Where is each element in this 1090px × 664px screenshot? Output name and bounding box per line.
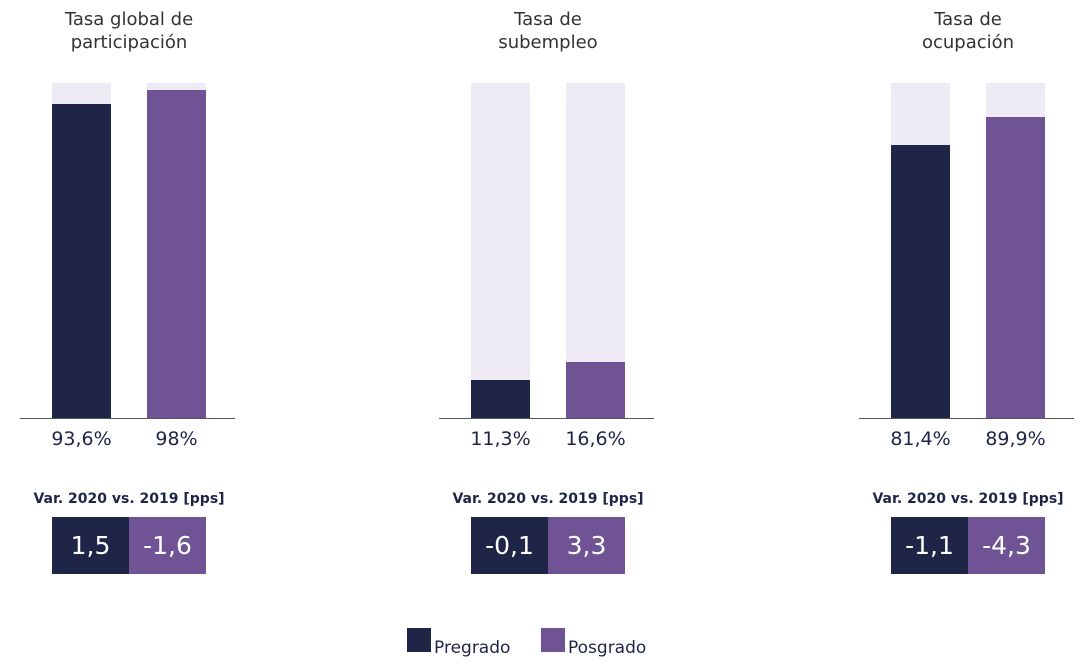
bar xyxy=(52,104,111,418)
variation-box: -0,1 xyxy=(471,517,548,574)
panel-title: Tasa de ocupación xyxy=(921,9,1015,53)
panel-title: Tasa de subempleo xyxy=(498,9,598,53)
variation-label: Var. 2020 vs. 2019 [pps] xyxy=(33,491,225,507)
bar-track xyxy=(471,83,530,418)
variation-box: 1,5 xyxy=(52,517,129,574)
legend-label: Posgrado xyxy=(568,638,647,658)
legend-swatch xyxy=(407,628,431,652)
panel-title: Tasa global de participación xyxy=(64,9,194,53)
bar xyxy=(566,362,625,418)
value-label: 11,3% xyxy=(470,428,531,450)
value-label: 98% xyxy=(155,428,198,450)
axis-line xyxy=(439,418,654,419)
bar-track xyxy=(566,83,625,418)
legend-label: Pregrado xyxy=(434,638,511,658)
variation-label: Var. 2020 vs. 2019 [pps] xyxy=(452,491,644,507)
variation-box: -4,3 xyxy=(968,517,1045,574)
variation-box: -1,6 xyxy=(129,517,206,574)
value-label: 89,9% xyxy=(985,428,1046,450)
value-label: 81,4% xyxy=(890,428,951,450)
variation-box: -1,1 xyxy=(891,517,968,574)
value-label: 93,6% xyxy=(51,428,112,450)
bar xyxy=(471,380,530,418)
variation-label: Var. 2020 vs. 2019 [pps] xyxy=(872,491,1064,507)
bar xyxy=(891,145,950,418)
variation-box: 3,3 xyxy=(548,517,625,574)
bar xyxy=(986,116,1045,418)
value-label: 16,6% xyxy=(565,428,626,450)
axis-line xyxy=(20,418,235,419)
bar xyxy=(147,89,206,418)
axis-line xyxy=(859,418,1074,419)
legend-swatch xyxy=(541,628,565,652)
